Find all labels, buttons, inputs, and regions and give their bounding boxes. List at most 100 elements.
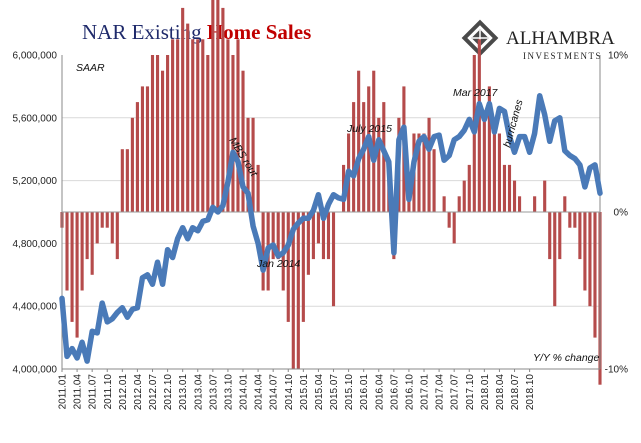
yoy-bar	[161, 70, 165, 212]
yoy-bar	[316, 212, 320, 244]
left-axis-ticks: 4,000,000 4,400,000 4,800,000 5,200,000 5,60…	[13, 51, 58, 376]
yoy-bar	[477, 39, 481, 212]
yoy-bar	[452, 212, 456, 244]
yoy-bar	[166, 55, 170, 212]
x-tick-label: 2016.10	[404, 374, 415, 411]
logo-diamond-icon	[461, 19, 499, 57]
yoy-bar	[261, 212, 265, 291]
left-axis-label: SAAR	[76, 62, 105, 74]
yoy-bar	[588, 212, 592, 307]
x-tick-label: 2014.04	[254, 374, 265, 411]
sales-line-group	[59, 93, 603, 364]
yoy-bar	[512, 180, 517, 212]
x-tick-label: 2013.04	[193, 374, 204, 411]
x-tick-label: 2011.10	[103, 374, 114, 410]
yoy-bar	[326, 212, 331, 260]
x-tick-label: 2015.01	[299, 374, 310, 411]
yoy-bar	[447, 212, 451, 228]
yoy-bar	[226, 39, 230, 212]
left-tick-label: 5,600,000	[13, 113, 58, 124]
yoy-bar	[482, 117, 486, 212]
yoy-bar	[286, 212, 290, 322]
x-tick-label: 2018.04	[495, 374, 506, 411]
x-tick-label: 2013.07	[208, 374, 219, 411]
yoy-bar	[135, 102, 139, 212]
yoy-bar	[377, 117, 381, 212]
x-tick-label: 2012.04	[133, 374, 144, 411]
yoy-bar	[563, 196, 567, 212]
yoy-bar	[125, 149, 129, 212]
yoy-bar	[150, 55, 155, 212]
yoy-bar	[105, 212, 109, 228]
yoy-bar	[100, 212, 104, 228]
yoy-bar	[176, 39, 180, 212]
yoy-bar	[432, 149, 436, 212]
yoy-bar	[211, 0, 215, 213]
x-axis-ticks: 2011.01 2011.04 2011.07 2011.10 2012.01 2012.…	[58, 369, 536, 411]
right-tick-label: 0%	[614, 208, 629, 219]
x-tick-label: 2018.01	[480, 374, 491, 411]
annotation-july-2015: July 2015	[346, 123, 392, 135]
yoy-bar	[553, 212, 557, 307]
yoy-bar	[186, 23, 190, 212]
yoy-bar	[331, 212, 336, 307]
yoy-bar	[417, 133, 421, 212]
yoy-bar	[442, 196, 446, 212]
yoy-bar	[507, 164, 512, 212]
yoy-bar	[231, 55, 235, 212]
yoy-bar	[548, 212, 552, 260]
x-tick-label: 2011.07	[88, 374, 99, 410]
yoy-bar	[558, 212, 562, 260]
yoy-bar	[578, 212, 582, 260]
yoy-bar	[276, 212, 280, 260]
yoy-bar	[90, 212, 94, 275]
yoy-bar	[497, 133, 501, 212]
yoy-bar	[352, 102, 356, 212]
annotation-mar-2017: Mar 2017	[453, 87, 499, 99]
yoy-bar	[256, 164, 260, 212]
x-tick-label: 2018.10	[525, 374, 536, 411]
right-axis-label: Y/Y % change	[533, 352, 600, 364]
left-tick-label: 4,800,000	[13, 239, 58, 250]
yoy-bar	[70, 212, 74, 322]
yoy-bar	[291, 212, 295, 369]
yoy-bar	[246, 117, 250, 212]
x-tick-label: 2014.10	[284, 374, 295, 411]
logo-name: ALHAMBRA	[506, 28, 615, 49]
yoy-bar	[517, 196, 522, 212]
yoy-bar	[75, 212, 79, 338]
x-tick-label: 2013.10	[223, 374, 234, 411]
x-tick-label: 2017.10	[465, 374, 476, 411]
yoy-bar	[271, 212, 275, 260]
yoy-bar	[321, 212, 326, 260]
x-tick-label: 2014.07	[269, 374, 280, 411]
yoy-bar	[306, 212, 310, 275]
yoy-bar	[492, 117, 496, 212]
yoy-bar	[95, 212, 99, 244]
yoy-bar	[462, 180, 466, 212]
yoy-bar	[357, 70, 361, 212]
yoy-bar	[251, 117, 255, 212]
title-part1: NAR Existing	[82, 20, 207, 44]
yoy-bar	[543, 180, 547, 212]
x-tick-label: 2016.04	[374, 374, 385, 411]
yoy-bar	[216, 0, 220, 212]
yoy-bar	[296, 212, 300, 369]
yoy-bar	[65, 212, 69, 291]
left-tick-label: 5,200,000	[13, 176, 58, 187]
x-tick-label: 2016.07	[389, 374, 400, 411]
x-tick-label: 2017.04	[435, 374, 446, 411]
x-tick-label: 2011.01	[58, 374, 69, 410]
yoy-bar	[362, 102, 366, 212]
annotation-jan-2014: Jan 2014	[256, 258, 300, 270]
x-tick-label: 2018.07	[510, 374, 521, 411]
x-tick-label: 2017.07	[450, 374, 461, 411]
yoy-bar	[583, 212, 587, 291]
alhambra-logo: ALHAMBRA INVESTMENTS	[461, 19, 615, 61]
yoy-bar	[221, 7, 225, 213]
right-axis-ticks: -10% 0% 10%	[605, 51, 628, 376]
yoy-bar	[80, 212, 84, 291]
yoy-bar	[236, 39, 240, 212]
yoy-bar	[145, 86, 150, 212]
